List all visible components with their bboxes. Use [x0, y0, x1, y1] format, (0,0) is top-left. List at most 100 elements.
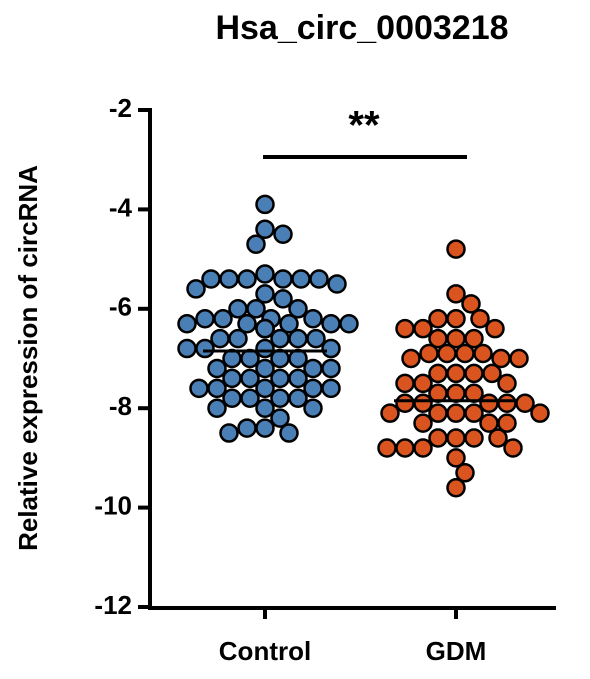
data-point	[219, 423, 239, 443]
data-point	[222, 388, 242, 409]
data-point	[228, 328, 248, 349]
data-point	[509, 348, 529, 369]
data-point	[255, 219, 275, 240]
data-point	[303, 398, 323, 418]
data-point	[446, 239, 466, 259]
data-point	[413, 393, 433, 413]
data-point	[470, 308, 490, 329]
data-point	[210, 328, 230, 349]
data-point	[219, 269, 239, 289]
data-point	[321, 378, 341, 399]
data-point	[303, 308, 323, 329]
data-point	[339, 313, 359, 334]
data-point	[237, 313, 257, 334]
data-point	[464, 403, 484, 423]
data-point	[446, 428, 466, 448]
data-point	[395, 393, 415, 413]
data-point	[309, 269, 329, 289]
data-point	[270, 408, 290, 428]
data-point	[395, 438, 415, 458]
data-point	[428, 328, 448, 349]
data-point	[288, 388, 308, 409]
data-point	[446, 448, 466, 468]
data-point	[413, 318, 433, 339]
data-point	[186, 279, 206, 299]
data-point	[270, 328, 290, 349]
data-point	[255, 318, 275, 339]
data-point	[419, 343, 439, 364]
data-point	[497, 413, 517, 433]
data-point	[446, 477, 466, 498]
data-point	[201, 269, 221, 289]
data-point	[413, 373, 433, 394]
data-point	[255, 264, 275, 284]
y-tick-label: -2	[109, 93, 132, 123]
data-point	[303, 358, 323, 379]
data-point	[240, 368, 260, 389]
data-point	[455, 343, 475, 364]
data-point	[255, 358, 275, 379]
data-point	[437, 343, 457, 364]
data-point	[255, 418, 275, 438]
data-point	[503, 438, 523, 458]
data-point	[255, 338, 275, 359]
data-point	[413, 413, 433, 433]
data-point	[213, 308, 233, 329]
data-point	[177, 313, 197, 334]
data-point	[255, 398, 275, 418]
data-point	[255, 378, 275, 399]
data-point	[464, 363, 484, 384]
data-point	[222, 368, 242, 389]
x-tick-label: GDM	[426, 636, 487, 666]
data-point	[255, 284, 275, 304]
data-point	[377, 438, 397, 458]
data-point	[497, 393, 517, 413]
data-point	[291, 269, 311, 289]
data-point	[288, 368, 308, 389]
y-tick-label: -4	[109, 192, 133, 222]
data-point	[380, 403, 400, 423]
data-point	[461, 294, 481, 314]
data-point	[395, 318, 415, 339]
data-point	[279, 313, 299, 334]
data-point	[273, 269, 293, 289]
data-point	[464, 383, 484, 404]
data-point	[279, 423, 299, 443]
data-point	[327, 274, 347, 294]
data-point	[270, 388, 290, 409]
data-point	[270, 368, 290, 389]
data-point	[255, 194, 275, 215]
data-point	[195, 308, 215, 329]
y-tick-label: -12	[94, 590, 132, 620]
y-tick-label: -10	[94, 490, 132, 520]
data-point	[273, 289, 293, 309]
y-tick-label: -8	[109, 391, 132, 421]
data-point	[207, 378, 227, 399]
data-point	[446, 403, 466, 423]
chart-title: Hsa_circ_0003218	[215, 9, 508, 47]
y-axis-label: Relative expression of circRNA	[13, 165, 43, 551]
data-point	[428, 363, 448, 384]
data-point	[207, 358, 227, 379]
data-point	[473, 343, 493, 364]
data-point	[428, 403, 448, 423]
data-point	[485, 318, 505, 339]
data-point	[240, 348, 260, 369]
data-point	[288, 348, 308, 369]
data-point	[497, 373, 517, 394]
data-point	[246, 234, 266, 254]
data-point	[428, 383, 448, 404]
data-point	[240, 388, 260, 409]
data-point	[222, 348, 242, 369]
data-point	[321, 358, 341, 379]
data-point	[401, 348, 421, 369]
data-point	[464, 428, 484, 448]
x-tick-label: Control	[219, 636, 311, 666]
data-point	[321, 313, 341, 334]
data-point	[446, 363, 466, 384]
data-point	[288, 328, 308, 349]
data-point	[207, 398, 227, 418]
data-point	[464, 328, 484, 349]
data-point	[195, 338, 215, 359]
data-point	[288, 299, 308, 319]
